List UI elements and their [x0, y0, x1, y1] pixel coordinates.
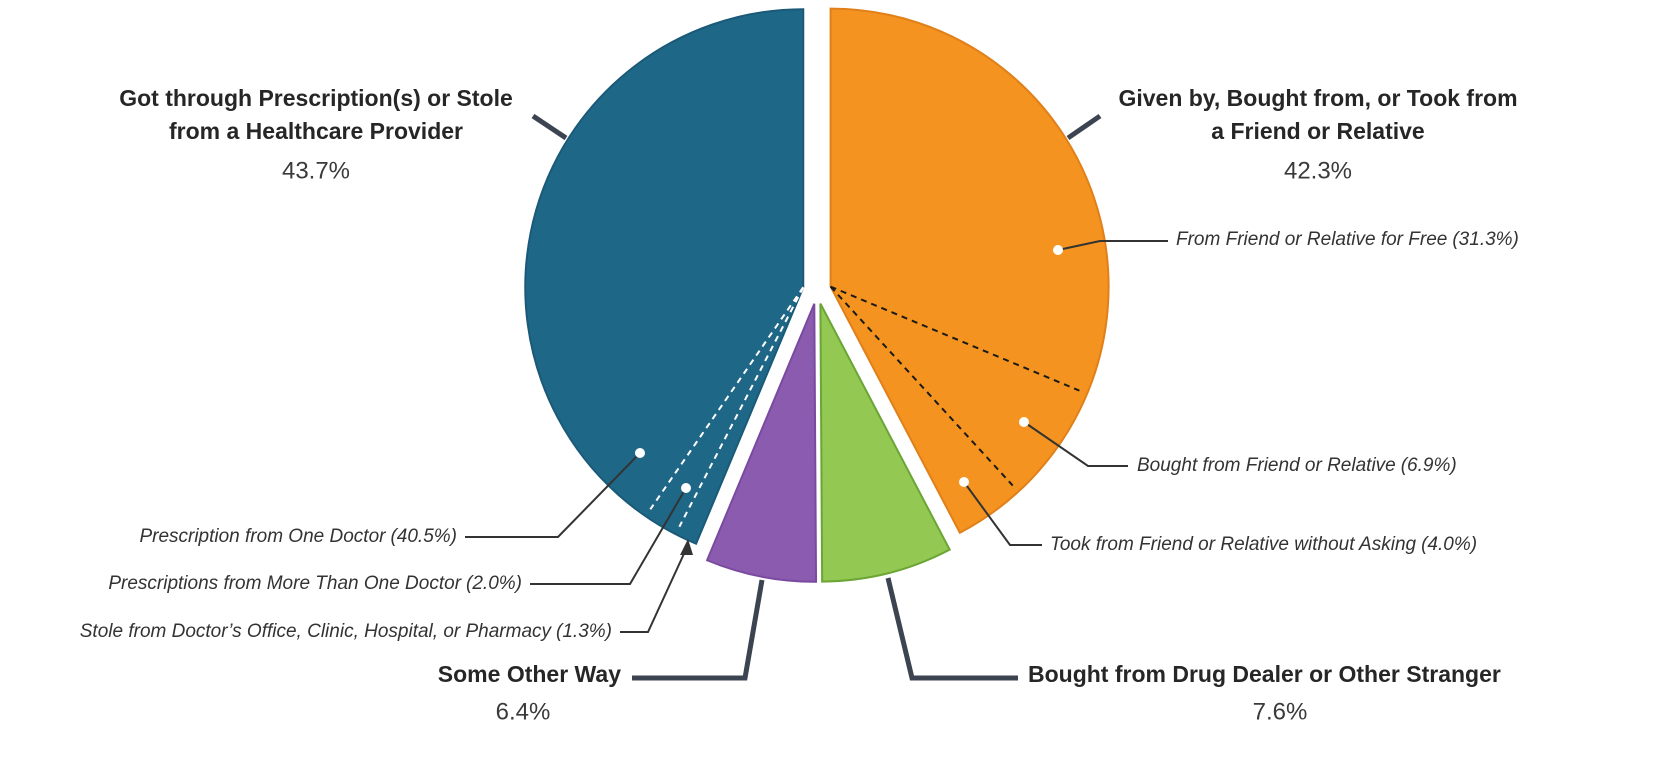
sub-leader-line	[530, 487, 687, 585]
sub-divider	[678, 286, 805, 528]
slice-label: a Friend or Relative	[1211, 118, 1424, 144]
sub-label-value: (40.5%)	[390, 526, 457, 547]
slice-label: Bought from Drug Dealer or Other Strange…	[1028, 661, 1501, 687]
sub-leader-line	[620, 544, 689, 633]
sub-label-value: (2.0%)	[466, 573, 522, 594]
sub-label: Prescriptions from More Than One Doctor(…	[108, 573, 522, 594]
pie-slice	[705, 303, 818, 583]
sub-label-value: (4.0%)	[1421, 534, 1477, 555]
sub-leader-line	[465, 452, 641, 538]
sub-label: Bought from Friend or Relative (6.9%)	[1137, 455, 1457, 476]
sub-label-name: From Friend or Relative for Free	[1176, 229, 1447, 250]
slice-value-label: 6.4%	[496, 698, 551, 725]
sub-label-name: Bought from Friend or Relative	[1137, 455, 1396, 476]
slice-label: from a Healthcare Provider	[169, 118, 463, 144]
sub-label-name: Took from Friend or Relative without Ask…	[1050, 534, 1417, 555]
leader-dot	[959, 477, 969, 487]
leader-line	[1066, 113, 1102, 141]
sub-divider	[649, 286, 805, 510]
sub-label-name: Prescriptions from More Than One Doctor	[108, 573, 461, 594]
sub-label: Prescription from One Doctor (40.5%)	[139, 526, 457, 547]
sub-leader-line	[1023, 421, 1128, 467]
slice-label: Some Other Way	[438, 661, 621, 687]
sub-label: Stole from Doctor’s Office, Clinic, Hosp…	[80, 621, 612, 642]
sub-label: From Friend or Relative for Free (31.3%)	[1176, 229, 1519, 250]
pie-slice	[819, 303, 952, 583]
sub-divider	[829, 285, 1014, 487]
slice-label: Given by, Bought from, or Took from	[1118, 85, 1517, 111]
sub-label-name: Prescription from One Doctor	[139, 526, 386, 547]
leader-dot	[1053, 245, 1063, 255]
slice-value-label: 43.7%	[282, 157, 350, 184]
pie-slice	[829, 7, 1110, 535]
slice-value-label: 42.3%	[1284, 157, 1352, 184]
sub-leader-line	[963, 481, 1042, 546]
leader-line	[885, 577, 1018, 681]
slice-label: Got through Prescription(s) or Stole	[119, 85, 513, 111]
leader-dot	[635, 448, 645, 458]
leader-line	[531, 113, 568, 141]
pie-slice	[524, 8, 805, 546]
sub-leader-line	[1057, 240, 1168, 251]
leader-dot	[681, 483, 691, 493]
leader-arrow	[680, 539, 693, 555]
sub-divider	[830, 285, 1080, 392]
sub-label-value: (31.3%)	[1452, 229, 1519, 250]
leader-line	[632, 579, 765, 681]
sub-label-name: Stole from Doctor’s Office, Clinic, Hosp…	[80, 621, 553, 642]
sub-label-value: (1.3%)	[556, 621, 612, 642]
slice-value-label: 7.6%	[1253, 698, 1308, 725]
sub-label: Took from Friend or Relative without Ask…	[1050, 534, 1477, 555]
sub-label-value: (6.9%)	[1401, 455, 1457, 476]
leader-dot	[1019, 417, 1029, 427]
